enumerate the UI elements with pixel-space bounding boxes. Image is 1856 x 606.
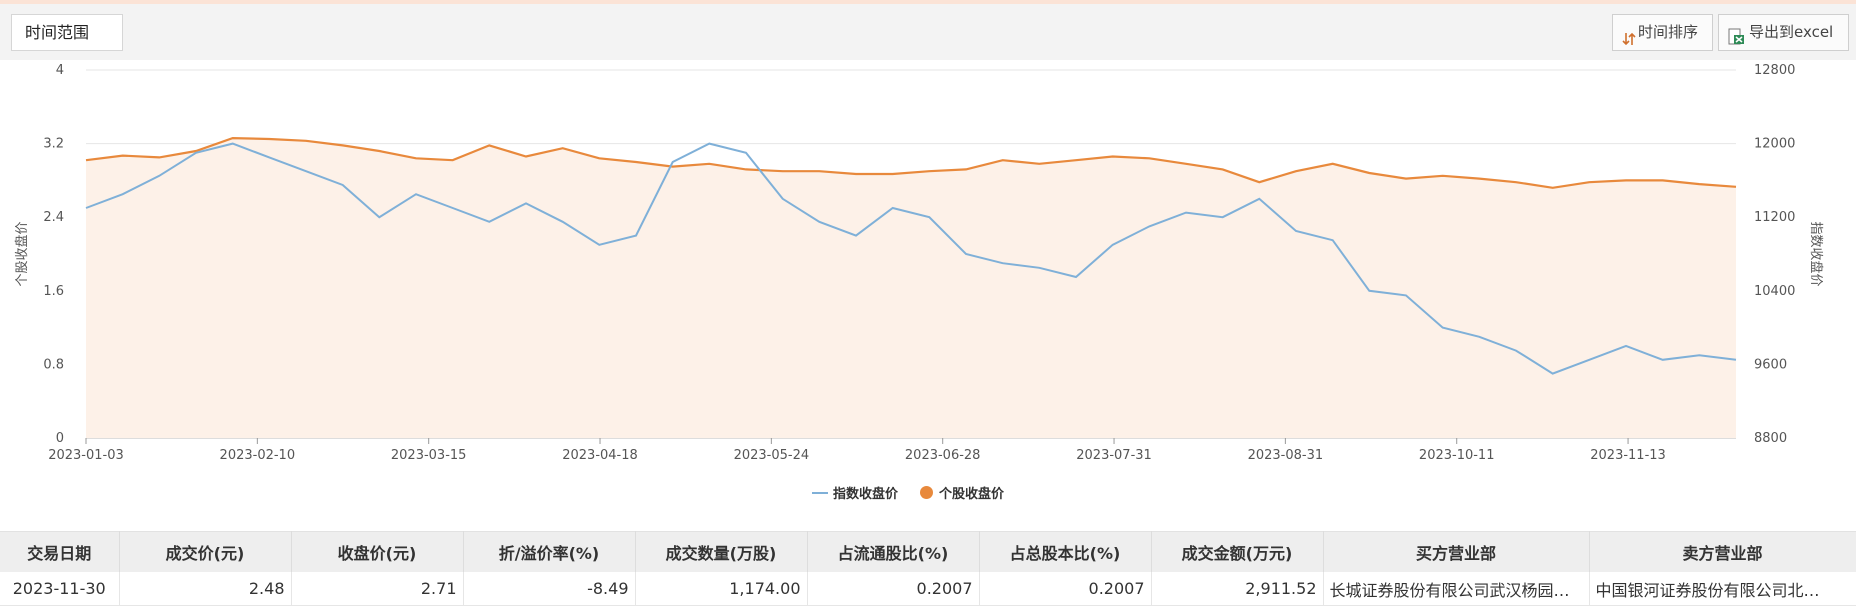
table-row[interactable]: 2023-11-30 2.48 2.71 -8.49 1,174.00 0.20… <box>0 572 1856 606</box>
col-header-deal-price[interactable]: 成交价(元) <box>119 531 292 572</box>
top-accent-bar <box>0 0 1856 4</box>
x-tick-label: 2023-10-11 <box>1419 448 1495 463</box>
legend-stock-dot-icon <box>920 486 934 499</box>
col-header-amount[interactable]: 成交金额(万元) <box>1151 531 1324 572</box>
x-tick-label: 2023-03-15 <box>391 448 467 463</box>
block-trade-table: 交易日期 成交价(元) 收盘价(元) 折/溢价率(%) 成交数量(万股) 占流通… <box>0 531 1856 606</box>
x-tick-label: 2023-08-31 <box>1248 448 1324 463</box>
y-tick-left-label: 4 <box>56 63 64 78</box>
y-tick-right-label: 12800 <box>1754 63 1795 78</box>
y-tick-right-label: 12000 <box>1754 137 1795 152</box>
y-tick-left-label: 2.4 <box>43 210 64 225</box>
table-header-row: 交易日期 成交价(元) 收盘价(元) 折/溢价率(%) 成交数量(万股) 占流通… <box>0 531 1856 572</box>
y-tick-right-label: 9600 <box>1754 357 1787 372</box>
col-header-volume[interactable]: 成交数量(万股) <box>635 531 808 572</box>
time-range-button[interactable]: 时间范围 <box>11 14 123 51</box>
y-tick-right-label: 11200 <box>1754 210 1795 225</box>
y-tick-left-label: 0.8 <box>43 357 64 372</box>
col-header-premium-rate[interactable]: 折/溢价率(%) <box>463 531 636 572</box>
legend-index-line-icon <box>812 491 828 494</box>
cell-seller-branch[interactable]: 中国银河证券股份有限公司北… <box>1589 572 1856 606</box>
cell-buyer-branch[interactable]: 长城证券股份有限公司武汉杨园… <box>1323 572 1590 606</box>
cell-trade-date: 2023-11-30 <box>0 572 120 606</box>
col-header-total-share-ratio[interactable]: 占总股本比(%) <box>979 531 1152 572</box>
y-tick-left-label: 1.6 <box>43 284 64 299</box>
legend-item-stock[interactable]: 个股收盘价 <box>920 483 1004 502</box>
col-header-buyer-branch[interactable]: 买方营业部 <box>1323 531 1590 572</box>
y-tick-left-label: 3.2 <box>43 137 64 152</box>
cell-float-share-ratio: 0.2007 <box>807 572 980 606</box>
y-tick-right-label: 8800 <box>1754 431 1787 446</box>
chart-legend: 指数收盘价 个股收盘价 <box>812 483 1026 502</box>
toolbar: 时间范围 时间排序 导出到excel <box>0 4 1856 60</box>
cell-premium-rate: -8.49 <box>463 572 636 606</box>
x-tick-label: 2023-05-24 <box>734 448 810 463</box>
x-tick-label: 2023-07-31 <box>1076 448 1152 463</box>
index-price-line <box>85 142 1737 375</box>
col-header-trade-date[interactable]: 交易日期 <box>0 531 120 572</box>
x-tick-label: 2023-06-28 <box>905 448 981 463</box>
y-axis-right-title: 指数收盘价 <box>1808 221 1824 286</box>
export-label: 导出到excel <box>1749 23 1834 41</box>
sort-arrows-icon <box>1622 25 1636 45</box>
col-header-seller-branch[interactable]: 卖方营业部 <box>1589 531 1856 572</box>
cell-deal-price: 2.48 <box>119 572 292 606</box>
cell-close-price: 2.71 <box>291 572 464 606</box>
stock-price-line <box>85 136 1737 189</box>
cell-total-share-ratio: 0.2007 <box>979 572 1152 606</box>
time-sort-label: 时间排序 <box>1638 23 1699 41</box>
x-tick-label: 2023-01-03 <box>48 448 124 463</box>
y-tick-left-label: 0 <box>56 431 64 446</box>
x-tick-label: 2023-11-13 <box>1590 448 1666 463</box>
y-tick-right-label: 10400 <box>1754 284 1795 299</box>
legend-index-label: 指数收盘价 <box>833 487 899 502</box>
price-chart: 4 12800 3.2 12000 2.4 11200 1.6 10400 0.8 9600 0 88… <box>14 63 1824 463</box>
cell-volume: 1,174.00 <box>635 572 808 606</box>
legend-item-index[interactable]: 指数收盘价 <box>812 483 898 502</box>
col-header-close-price[interactable]: 收盘价(元) <box>291 531 464 572</box>
legend-stock-label: 个股收盘价 <box>939 487 1005 502</box>
col-header-float-share-ratio[interactable]: 占流通股比(%) <box>807 531 980 572</box>
x-tick-label: 2023-04-18 <box>562 448 638 463</box>
excel-icon <box>1727 24 1745 44</box>
time-sort-button[interactable]: 时间排序 <box>1612 14 1713 51</box>
export-excel-button[interactable]: 导出到excel <box>1718 14 1849 51</box>
y-axis-left-title: 个股收盘价 <box>14 221 30 286</box>
cell-amount: 2,911.52 <box>1151 572 1324 606</box>
stock-area-fill <box>86 138 1736 438</box>
x-tick-label: 2023-02-10 <box>220 448 296 463</box>
